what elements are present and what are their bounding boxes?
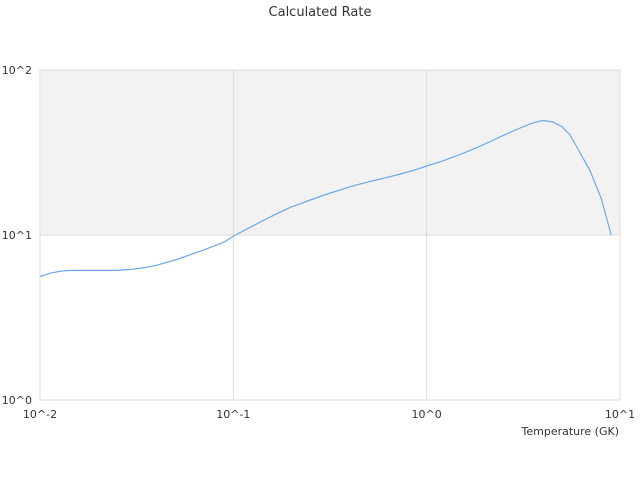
- shaded-band: [40, 70, 620, 235]
- plot-border: [39, 69, 621, 401]
- x-tick-label: 10^-1: [216, 408, 250, 421]
- x-tick-label: 10^0: [412, 408, 442, 421]
- x-tick-label: 10^-2: [23, 408, 57, 421]
- y-tick-label: 10^0: [2, 394, 32, 407]
- chart-title: Calculated Rate: [269, 5, 372, 20]
- y-tick-label: 10^2: [2, 64, 32, 77]
- x-tick-label: 10^1: [605, 408, 635, 421]
- y-tick-label: 10^1: [2, 229, 32, 242]
- x-axis-label: Temperature (GK): [521, 425, 620, 438]
- rate-series-line: [39, 119, 612, 278]
- plot-area: 10^-2 10^-1 10^0 10^1 10^0 10^1 10^2: [2, 64, 635, 421]
